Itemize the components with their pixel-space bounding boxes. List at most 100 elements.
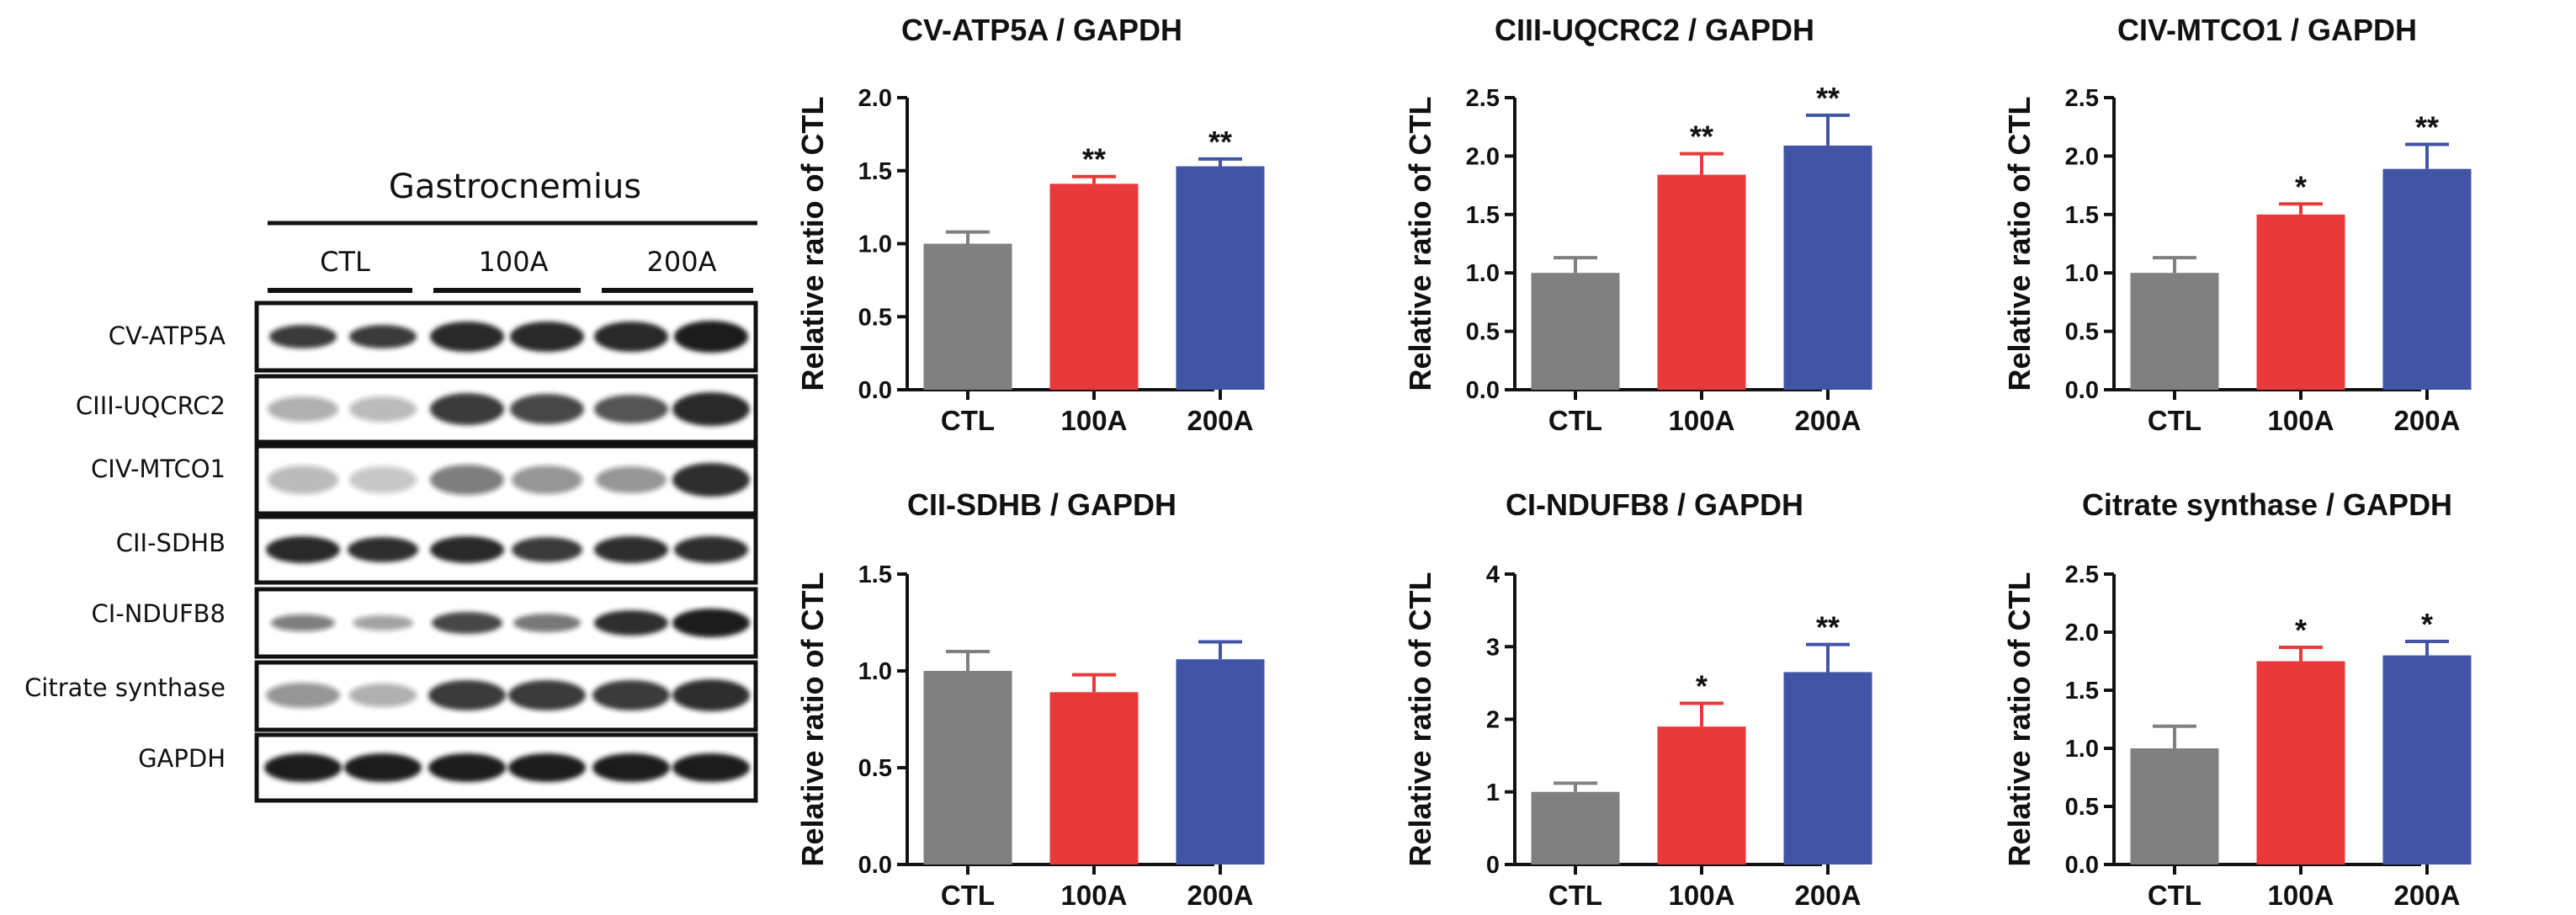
y-tick-label: 2 [1486,707,1500,734]
y-tick-label: 2.0 [2065,143,2099,170]
significance-label: ** [1690,120,1713,154]
bar-200a [1783,145,1872,390]
y-tick-label: 0.5 [2065,319,2099,346]
x-tick-label: 200A [1795,880,1862,911]
y-tick-label: 1.5 [858,158,892,185]
bar-ctl [1531,273,1620,390]
chart-title: Citrate synthase / GAPDH [2082,487,2452,522]
chart-6: Citrate synthase / GAPDH Relative ratio o… [2002,487,2472,911]
y-tick-label: 2.5 [2065,85,2099,112]
y-axis-label: Relative ratio of CTL [795,96,830,391]
chart-5: CI-NDUFB8 / GAPDH Relative ratio of CTL 0 1… [1403,487,1872,911]
y-tick-label: 2.5 [2065,561,2099,588]
x-tick-label: CTL [2148,880,2202,911]
y-tick-label: 0.0 [1466,377,1500,404]
blot-strip-citrate-synthase [254,660,758,732]
y-tick-label: 1.0 [2065,736,2099,763]
x-tick-label: CTL [2148,405,2202,436]
y-tick-label: 1.0 [2065,260,2099,287]
y-tick-label: 0.5 [1466,319,1500,346]
y-tick-label: 1.0 [858,658,892,685]
y-axis-label: Relative ratio of CTL [2002,96,2037,391]
blot-strip-gapdh [254,732,758,803]
chart-title: CIV-MTCO1 / GAPDH [2117,13,2417,47]
y-tick-label: 2.0 [858,85,892,112]
x-tick-label: 100A [1669,880,1735,911]
chart-3: CIV-MTCO1 / GAPDH Relative ratio of CTL 0.… [2002,13,2472,436]
blot-strip-ndufb8 [254,587,758,659]
bar-ctl [923,671,1012,864]
y-tick-label: 1.5 [2065,202,2099,229]
significance-label: * [2295,169,2307,204]
chart-1: CV-ATP5A / GAPDH Relative ratio of CTL 0.0… [795,13,1265,436]
chart-title: CII-SDHB / GAPDH [907,487,1176,522]
x-tick-label: 100A [2268,405,2334,436]
y-tick-label: 1.0 [1466,260,1500,287]
bar-ctl [923,243,1012,390]
bar-100a [1049,184,1139,390]
group-label-200a: 200A [647,246,717,278]
y-tick-label: 0.0 [2065,377,2099,404]
significance-label: ** [1816,610,1840,645]
chart-4: CII-SDHB / GAPDH Relative ratio of CTL 0.0… [795,487,1265,911]
y-tick-label: 2.5 [1466,85,1500,112]
bar-200a [1176,166,1265,391]
significance-label: * [2295,613,2307,647]
x-tick-label: 200A [1187,880,1254,911]
x-tick-label: 100A [1061,405,1128,436]
group-label-ctl: CTL [320,246,370,278]
bar-200a [1783,672,1872,864]
blot-label-citrate-synthase: Citrate synthase [24,673,226,702]
bar-charts: CV-ATP5A / GAPDH Relative ratio of CTL 0.0… [795,13,2472,911]
x-tick-label: 200A [2394,880,2461,911]
y-tick-label: 0.0 [2065,852,2099,879]
blot-label-ndufb8: CI-NDUFB8 [91,599,226,628]
bar-200a [1176,659,1265,864]
significance-label: ** [1082,142,1106,177]
x-tick-label: 200A [1187,405,1254,436]
y-axis-label: Relative ratio of CTL [2002,572,2037,866]
y-tick-label: 1.0 [858,231,892,258]
x-tick-label: CTL [941,405,995,436]
y-axis-label: Relative ratio of CTL [1403,96,1437,391]
blot-label-gapdh: GAPDH [138,744,226,773]
x-tick-label: CTL [1548,880,1602,911]
blot-label-sdhb: CII-SDHB [116,529,226,557]
x-tick-label: CTL [1548,405,1602,436]
y-tick-label: 3 [1486,634,1500,661]
bar-ctl [2130,748,2219,864]
x-tick-label: 200A [2394,405,2461,436]
blot-strip-uqcrc2 [254,374,758,444]
x-tick-label: 200A [1795,405,1862,436]
y-tick-label: 1.5 [1466,202,1500,229]
tissue-label: Gastrocnemius [389,168,641,206]
bar-100a [1657,726,1746,864]
chart-title: CIII-UQCRC2 / GAPDH [1495,13,1814,47]
bar-200a [2382,168,2472,390]
blot-label-uqcrc2: CIII-UQCRC2 [76,391,226,420]
x-tick-label: 100A [1669,405,1735,436]
significance-label: ** [2415,110,2439,145]
chart-title: CI-NDUFB8 / GAPDH [1506,487,1803,522]
y-tick-label: 1.5 [2065,678,2099,705]
blot-label-atp5a: CV-ATP5A [109,322,226,350]
y-axis-label: Relative ratio of CTL [1403,572,1437,866]
y-tick-label: 0 [1486,852,1500,879]
x-tick-label: CTL [941,880,995,911]
significance-label: * [2421,607,2433,641]
x-tick-label: 100A [2268,880,2334,911]
bar-ctl [2130,273,2219,390]
blot-strip-atp5a [254,301,758,373]
x-tick-label: 100A [1061,880,1128,911]
y-tick-label: 0.0 [858,377,892,404]
y-tick-label: 0.5 [2065,794,2099,821]
y-tick-label: 4 [1486,561,1500,588]
blot-strip-mtco1 [254,444,758,516]
blot-label-mtco1: CIV-MTCO1 [91,455,226,483]
blot-strip-sdhb [254,514,758,585]
y-tick-label: 0.5 [858,304,892,331]
y-tick-label: 2.0 [1466,143,1500,170]
y-tick-label: 1.5 [858,561,892,588]
